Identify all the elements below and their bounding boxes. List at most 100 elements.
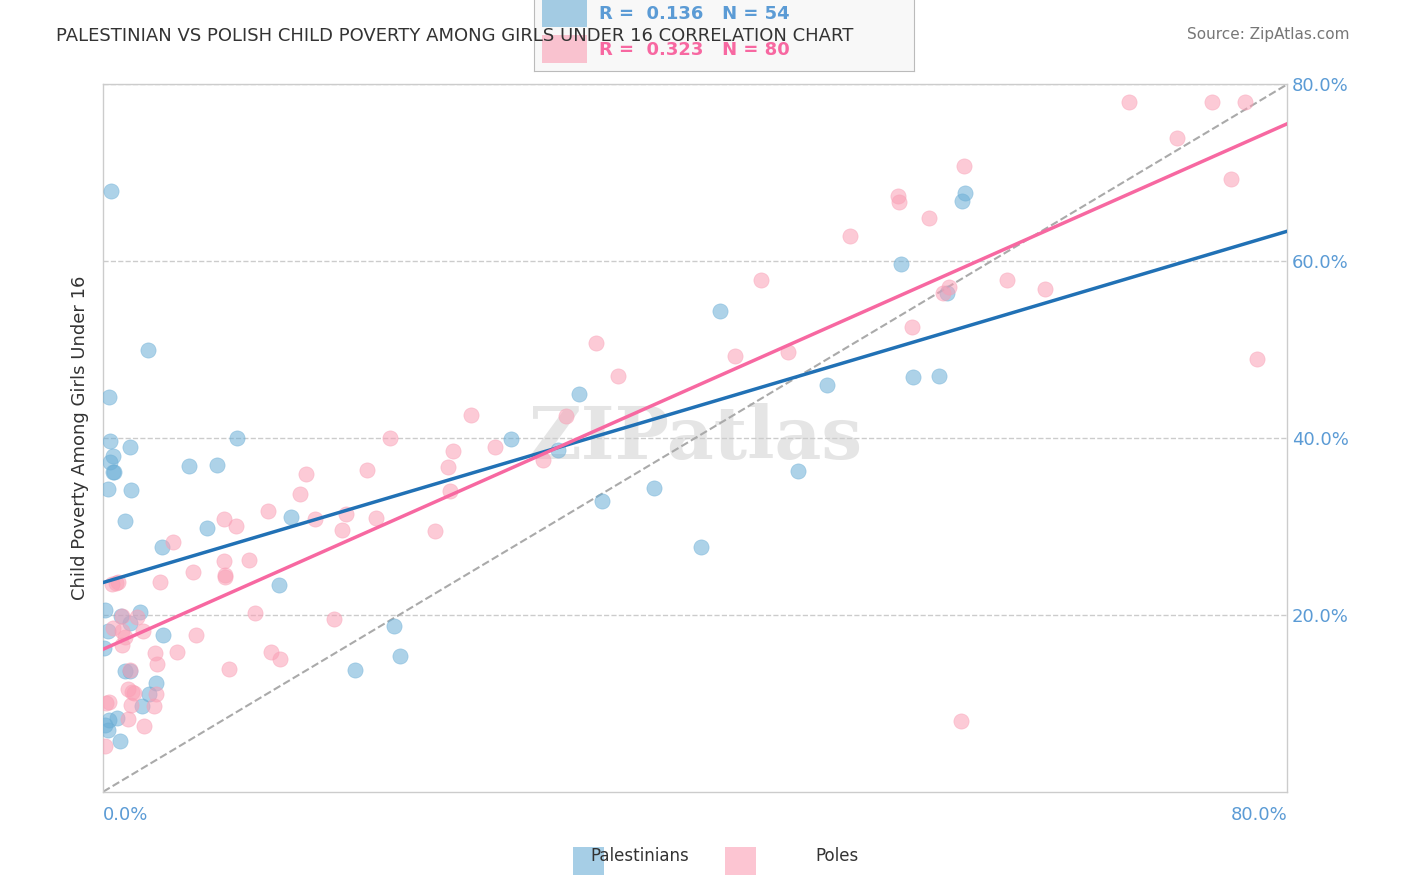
Point (120, 440, 142, 454)
Text: 0.0%: 0.0% (103, 805, 149, 824)
Point (105, 711, 128, 725)
Point (214, 569, 236, 583)
Point (98, 434, 121, 448)
Point (120, 664, 142, 678)
Point (195, 520, 218, 534)
Point (295, 467, 318, 482)
Point (138, 687, 160, 701)
Point (111, 624, 134, 638)
Point (205, 458, 228, 472)
Point (150, 540, 173, 554)
Point (111, 609, 134, 624)
Point (212, 554, 235, 568)
Point (162, 535, 184, 549)
Point (304, 512, 326, 526)
Point (269, 578, 291, 592)
Point (143, 699, 166, 714)
Point (322, 612, 344, 626)
Y-axis label: Child Poverty Among Girls Under 16: Child Poverty Among Girls Under 16 (72, 276, 89, 600)
Point (928, 369, 950, 384)
Point (136, 343, 159, 357)
Point (1233, 95, 1256, 109)
Bar (541, 36, 588, 63)
Point (218, 662, 240, 676)
Point (103, 450, 125, 464)
Point (389, 648, 412, 663)
Point (100, 577, 122, 591)
Point (117, 712, 139, 726)
Point (776, 344, 799, 359)
Point (890, 257, 912, 271)
Point (938, 280, 960, 294)
Point (460, 408, 482, 422)
Point (118, 663, 141, 677)
Point (815, 377, 838, 392)
Point (690, 541, 713, 555)
Point (97, 624, 120, 639)
Point (143, 646, 166, 660)
Point (118, 616, 141, 631)
Point (122, 686, 145, 700)
Point (128, 605, 150, 619)
Point (131, 698, 153, 713)
Point (269, 652, 291, 666)
Point (212, 512, 235, 526)
Point (121, 684, 143, 698)
Point (441, 444, 464, 458)
Point (531, 452, 554, 467)
Point (437, 460, 460, 475)
Point (103, 465, 125, 479)
Point (225, 518, 247, 533)
Text: 80.0%: 80.0% (1230, 805, 1286, 824)
Point (1166, 131, 1188, 145)
Point (918, 211, 941, 225)
Point (953, 186, 976, 201)
Point (356, 463, 378, 477)
Point (98, 713, 121, 727)
Point (257, 504, 280, 518)
Bar (574, 847, 603, 875)
Point (184, 627, 207, 641)
Point (335, 507, 357, 521)
Point (425, 524, 447, 539)
Point (1289, 128, 1312, 143)
Point (903, 370, 925, 384)
Point (330, 523, 353, 537)
Point (114, 514, 136, 528)
Point (886, 188, 908, 202)
Point (177, 459, 200, 474)
Point (132, 624, 155, 639)
Point (93, 640, 115, 655)
Point (591, 494, 613, 508)
Point (343, 664, 366, 678)
Point (547, 442, 569, 457)
Point (103, 465, 125, 479)
Point (238, 553, 260, 567)
Text: R =  0.323   N = 80: R = 0.323 N = 80 (599, 41, 790, 59)
Point (499, 432, 522, 446)
Point (105, 575, 128, 590)
Point (568, 386, 591, 401)
Point (364, 510, 387, 524)
Point (166, 645, 188, 659)
Point (243, 606, 266, 620)
Bar (541, 0, 588, 28)
Point (145, 676, 167, 690)
Point (93, 739, 115, 753)
Point (145, 687, 167, 701)
Point (554, 409, 576, 423)
Point (439, 484, 461, 499)
Point (120, 483, 142, 497)
Point (94, 696, 117, 710)
Point (125, 609, 148, 624)
Point (1219, 171, 1241, 186)
Point (110, 608, 132, 623)
Point (98, 695, 121, 709)
Bar (725, 847, 755, 875)
Point (98, 390, 121, 404)
Point (787, 464, 810, 478)
Point (100, 184, 122, 198)
Point (1201, 95, 1223, 109)
Point (901, 320, 924, 334)
Text: ZIPatlas: ZIPatlas (529, 402, 862, 474)
